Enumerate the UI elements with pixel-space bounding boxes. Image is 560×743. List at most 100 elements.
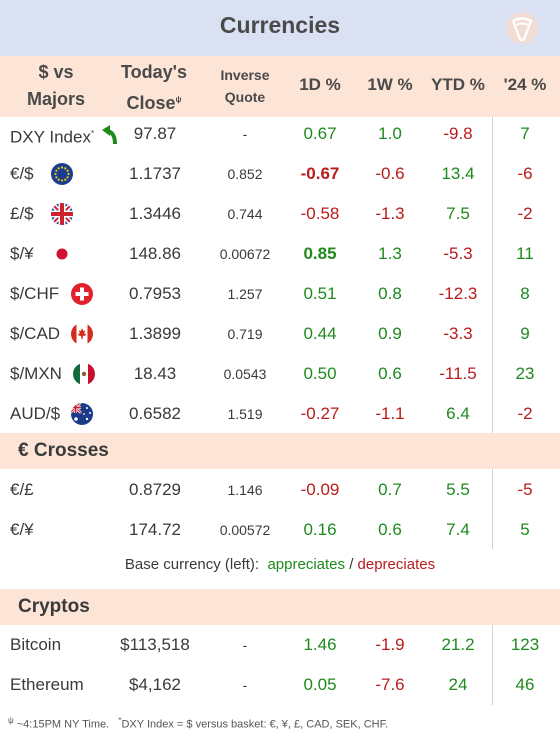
change-1d: 0.85: [303, 244, 337, 263]
inverse-value: 0.852: [227, 166, 263, 182]
close-value: 0.7953: [129, 284, 181, 303]
change-1d: -0.58: [300, 204, 340, 223]
change-2024: -6: [517, 164, 533, 183]
section-header-cryptos: Cryptos: [0, 589, 560, 625]
footnote: ψ ~4:15PM NY Time. *DXY Index = $ versus…: [8, 716, 389, 731]
change-1d: -0.09: [300, 480, 340, 499]
change-1w: 1.3: [378, 244, 402, 263]
change-ytd: -5.3: [443, 244, 473, 263]
color-legend: Base currency (left): appreciates / depr…: [0, 556, 560, 573]
close-value: 18.43: [133, 364, 177, 383]
change-1d: -0.27: [300, 404, 340, 423]
legend-depreciates: depreciates: [357, 556, 436, 573]
row-name: AUD/$: [10, 404, 61, 423]
section-title: € Crosses: [18, 440, 109, 461]
column-divider: [492, 469, 493, 549]
legend-prefix: Base currency (left):: [124, 556, 260, 573]
change-1w: 0.7: [378, 480, 402, 499]
change-ytd: 6.4: [446, 404, 470, 423]
header-todays-close: Today's Closeψ: [121, 62, 187, 113]
inverse-value: 1.146: [227, 482, 263, 498]
change-1d: 0.44: [303, 324, 337, 343]
row-name: £/$: [10, 204, 34, 223]
close-value: 1.3899: [129, 324, 181, 343]
row-name: $/¥: [10, 244, 34, 263]
close-value: 1.1737: [129, 164, 181, 183]
change-1d: 0.16: [303, 520, 337, 539]
change-2024: 11: [516, 244, 534, 263]
table-row: €/¥ 174.72 0.00572 0.16 0.6 7.4 5: [0, 510, 560, 550]
change-1w: 1.0: [378, 124, 402, 143]
change-1w: -1.1: [375, 404, 405, 423]
legend-separator: /: [349, 556, 354, 573]
change-1d: 0.67: [303, 124, 337, 143]
section-title: Cryptos: [18, 596, 90, 617]
change-1w: 0.8: [378, 284, 402, 303]
section-header-euro-crosses: € Crosses: [0, 433, 560, 469]
row-name: Ethereum: [10, 675, 84, 694]
change-1d: -0.67: [300, 164, 340, 183]
row-name: $/CHF: [10, 284, 60, 303]
change-1w: -7.6: [375, 675, 405, 694]
close-value: 0.8729: [129, 480, 181, 499]
column-divider: [492, 625, 493, 705]
change-1d: 1.46: [303, 635, 337, 654]
change-2024: -2: [517, 404, 533, 423]
table-row: $/CAD 1.3899 0.719 0.44 0.9 -3.3 9: [0, 314, 560, 354]
change-1w: -1.3: [375, 204, 405, 223]
header-inverse-quote: Inverse Quote: [220, 67, 270, 105]
up-arrow-icon: [102, 125, 117, 145]
header-2024: '24 %: [503, 75, 547, 94]
close-value: 1.3446: [129, 204, 181, 223]
inverse-value: -: [242, 637, 248, 653]
legend-appreciates: appreciates: [267, 556, 346, 573]
change-2024: 46: [515, 675, 535, 694]
header-ytd: YTD %: [431, 75, 485, 94]
change-ytd: 21.2: [441, 635, 475, 654]
inverse-value: 0.0543: [223, 366, 267, 382]
table-row: DXY Index* 97.87 - 0.67 1.0 -9.8 7: [0, 114, 560, 154]
change-1w: 0.6: [378, 520, 402, 539]
change-2024: 5: [520, 520, 530, 539]
inverse-value: 0.744: [227, 206, 263, 222]
row-name: $/MXN: [10, 364, 62, 383]
row-name: $/CAD: [10, 324, 61, 343]
mexico-flag-icon: [73, 363, 95, 385]
table-row: $/¥ 148.86 0.00672 0.85 1.3 -5.3 11: [0, 234, 560, 274]
change-2024: -5: [517, 480, 533, 499]
eu-flag-icon: [51, 163, 73, 185]
swiss-flag-icon: [71, 283, 93, 305]
change-2024: 123: [510, 635, 540, 654]
change-ytd: 7.5: [446, 204, 470, 223]
table-row: £/$ 1.3446 0.744 -0.58 -1.3 7.5 -2: [0, 194, 560, 234]
change-2024: 23: [515, 364, 535, 383]
change-2024: 7: [520, 124, 530, 143]
inverse-value: 0.719: [227, 326, 263, 342]
column-divider: [492, 117, 493, 433]
inverse-value: -: [242, 126, 248, 142]
change-2024: -2: [517, 204, 533, 223]
header-dollar-vs-majors: $ vs Majors: [26, 62, 86, 109]
uk-flag-icon: [51, 203, 73, 225]
change-1w: 0.6: [378, 364, 402, 383]
change-1w: -1.9: [375, 635, 405, 654]
brand-logo-icon: [506, 12, 538, 44]
change-ytd: 5.5: [446, 480, 470, 499]
row-name: €/¥: [10, 520, 34, 539]
change-ytd: 13.4: [441, 164, 475, 183]
close-value: 0.6582: [129, 404, 181, 423]
close-value: $113,518: [120, 635, 190, 654]
close-value: 97.87: [133, 124, 177, 143]
change-ytd: -11.5: [439, 364, 477, 383]
table-row: €/$ 1.1737 0.852 -0.67 -0.6 13.4 -6: [0, 154, 560, 194]
title-bar: Currencies: [0, 0, 560, 56]
table-row: $/MXN 18.43 0.0543 0.50 0.6 -11.5 23: [0, 354, 560, 394]
table-row: €/£ 0.8729 1.146 -0.09 0.7 5.5 -5: [0, 470, 560, 510]
close-value: $4,162: [129, 675, 181, 694]
change-1w: -0.6: [375, 164, 405, 183]
change-ytd: -3.3: [443, 324, 473, 343]
close-value: 174.72: [129, 520, 181, 539]
change-ytd: -9.8: [443, 124, 473, 143]
change-1d: 0.05: [303, 675, 337, 694]
canada-flag-icon: [71, 323, 93, 345]
